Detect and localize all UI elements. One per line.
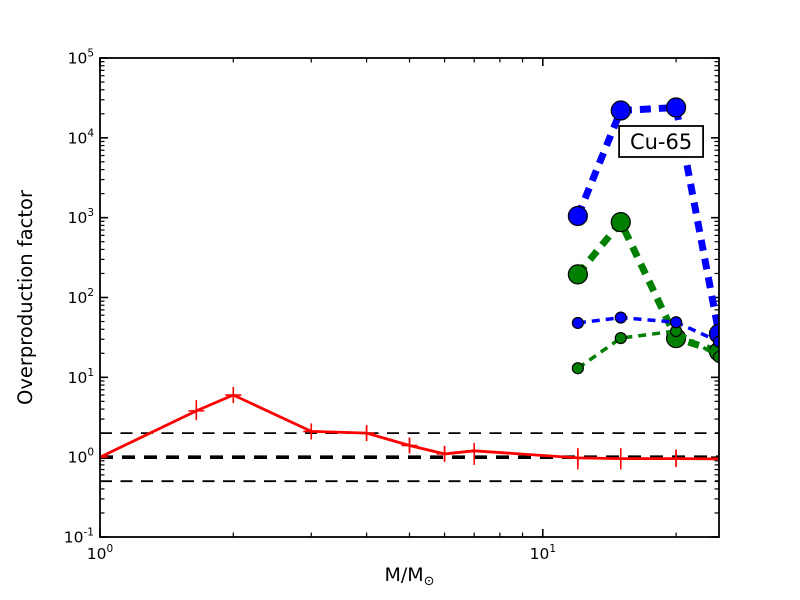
data-point-marker	[712, 350, 719, 364]
data-point-marker	[610, 211, 631, 233]
series-line	[574, 103, 719, 335]
series-layer	[100, 97, 719, 470]
annotation-box	[618, 125, 704, 158]
data-point-marker	[614, 311, 627, 324]
series-green-thin-dashed-small-circles	[571, 324, 719, 375]
series-blue-thick-dashed-large-circles	[567, 97, 719, 344]
y-axis-label: Overproduction factor	[14, 189, 37, 405]
data-point-marker	[665, 97, 687, 118]
data-point-marker	[669, 316, 683, 329]
annotation-cu-65: Cu-65	[618, 125, 704, 158]
series-line	[576, 329, 719, 370]
series-red-solid-plus-markers	[100, 386, 719, 470]
data-point-marker	[712, 335, 719, 348]
data-point-marker	[571, 362, 584, 375]
data-point-marker	[614, 332, 627, 345]
plot-border	[99, 57, 720, 538]
data-point-marker	[571, 316, 584, 330]
annotation-text: Cu-65	[630, 130, 692, 154]
series-blue-thin-dashed-small-circles	[571, 311, 719, 348]
series-line	[577, 315, 719, 344]
data-point-marker	[610, 100, 631, 121]
series-line	[100, 393, 719, 461]
data-point-marker	[567, 205, 588, 227]
data-point-marker	[567, 264, 588, 285]
